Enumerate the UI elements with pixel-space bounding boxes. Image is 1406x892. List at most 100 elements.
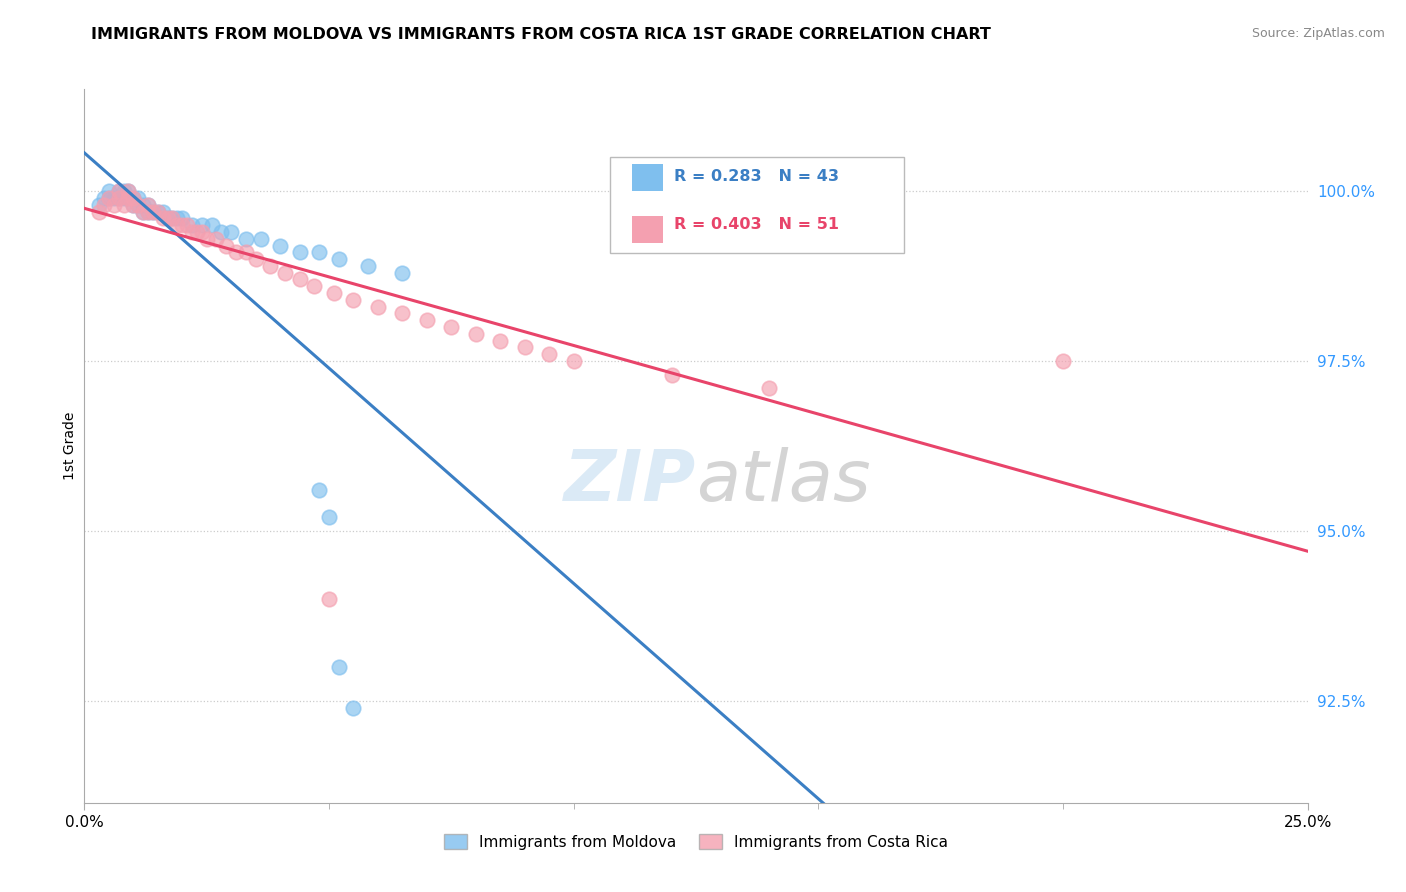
Point [112, 184, 135, 198]
Point [122, 191, 145, 205]
Point [117, 184, 139, 198]
Point [107, 191, 129, 205]
Point [225, 245, 247, 260]
Point [235, 232, 257, 246]
Point [249, 232, 271, 246]
Point [391, 266, 413, 280]
Point [357, 259, 380, 273]
Point [172, 211, 194, 226]
Point [342, 700, 364, 714]
Point [288, 272, 311, 286]
Point [181, 225, 204, 239]
Text: R = 0.283   N = 43: R = 0.283 N = 43 [673, 169, 839, 185]
Point [156, 211, 179, 226]
Point [416, 313, 439, 327]
Point [367, 300, 389, 314]
Point [464, 326, 486, 341]
Point [127, 198, 149, 212]
Point [117, 191, 139, 205]
Point [132, 198, 155, 212]
Point [127, 191, 149, 205]
Point [122, 198, 145, 212]
Legend: Immigrants from Moldova, Immigrants from Costa Rica: Immigrants from Moldova, Immigrants from… [437, 828, 955, 855]
Point [112, 191, 135, 205]
Point [112, 198, 135, 212]
Y-axis label: 1st Grade: 1st Grade [63, 412, 77, 480]
Point [132, 204, 155, 219]
Point [136, 204, 159, 219]
Point [132, 204, 155, 219]
Point [87, 204, 110, 219]
Point [146, 204, 169, 219]
Point [107, 184, 129, 198]
Point [166, 218, 188, 232]
Point [195, 232, 218, 246]
FancyBboxPatch shape [610, 157, 904, 253]
Point [97, 191, 120, 205]
Point [162, 211, 184, 226]
Point [176, 218, 198, 232]
Point [308, 483, 330, 498]
Point [172, 218, 194, 232]
Point [342, 293, 364, 307]
Point [136, 198, 159, 212]
Point [245, 252, 267, 266]
Point [304, 279, 326, 293]
Point [288, 245, 311, 260]
Point [1052, 354, 1074, 368]
Point [235, 245, 257, 260]
FancyBboxPatch shape [633, 164, 664, 191]
Point [328, 660, 350, 674]
Point [181, 218, 204, 232]
Point [107, 191, 129, 205]
Point [489, 334, 512, 348]
Point [308, 245, 330, 260]
Point [661, 368, 683, 382]
FancyBboxPatch shape [633, 216, 664, 243]
Text: IMMIGRANTS FROM MOLDOVA VS IMMIGRANTS FROM COSTA RICA 1ST GRADE CORRELATION CHAR: IMMIGRANTS FROM MOLDOVA VS IMMIGRANTS FR… [91, 27, 991, 42]
Point [200, 218, 222, 232]
Point [146, 204, 169, 219]
Point [259, 259, 281, 273]
Point [191, 225, 214, 239]
Point [318, 510, 340, 524]
Point [136, 198, 159, 212]
Point [142, 204, 165, 219]
Point [103, 191, 125, 205]
Point [269, 238, 291, 252]
Point [122, 191, 145, 205]
Point [322, 286, 344, 301]
Point [152, 211, 174, 226]
Point [127, 198, 149, 212]
Point [186, 225, 208, 239]
Point [122, 198, 145, 212]
Point [107, 184, 129, 198]
Text: Source: ZipAtlas.com: Source: ZipAtlas.com [1251, 27, 1385, 40]
Point [513, 341, 536, 355]
Point [758, 381, 780, 395]
Point [156, 211, 179, 226]
Point [152, 204, 174, 219]
Point [117, 184, 139, 198]
Point [328, 252, 350, 266]
Point [205, 232, 228, 246]
Point [562, 354, 585, 368]
Point [391, 306, 413, 320]
Point [142, 204, 165, 219]
Point [97, 184, 120, 198]
Point [440, 320, 463, 334]
Point [117, 191, 139, 205]
Point [162, 211, 184, 226]
Point [219, 225, 242, 239]
Point [103, 198, 125, 212]
Text: R = 0.403   N = 51: R = 0.403 N = 51 [673, 218, 839, 232]
Text: atlas: atlas [696, 447, 870, 516]
Point [215, 238, 238, 252]
Point [191, 218, 214, 232]
Point [93, 191, 115, 205]
Point [136, 204, 159, 219]
Point [538, 347, 561, 361]
Point [318, 591, 340, 606]
Text: ZIP: ZIP [564, 447, 696, 516]
Point [87, 198, 110, 212]
